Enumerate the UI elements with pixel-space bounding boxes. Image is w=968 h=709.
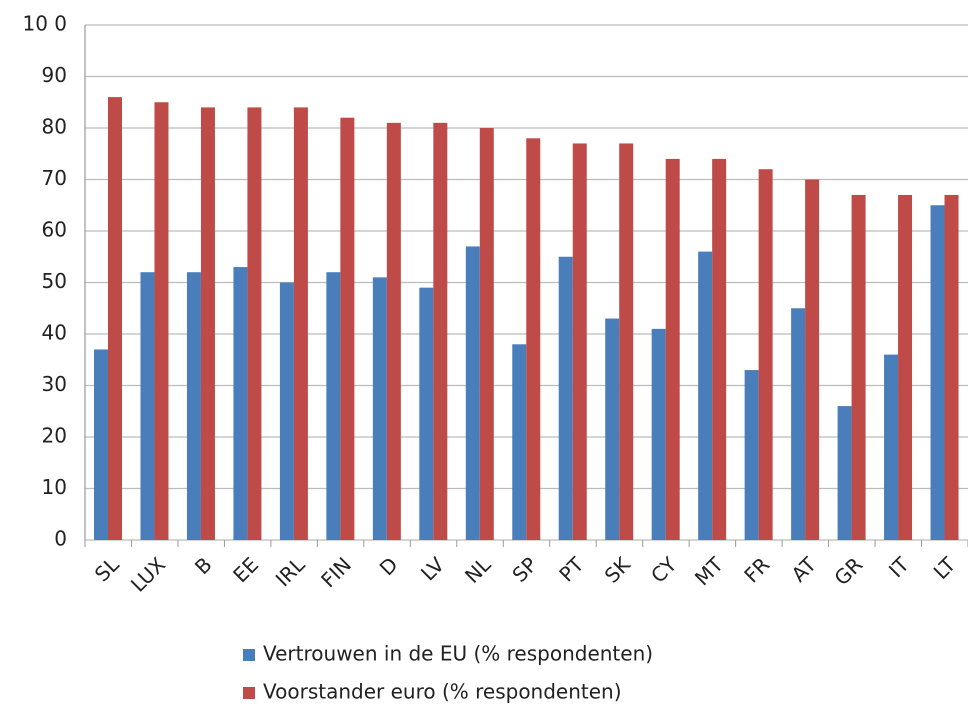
y-tick-label: 20: [42, 424, 67, 448]
bar: [233, 267, 248, 540]
bar: [154, 102, 169, 540]
bar: [94, 349, 108, 540]
bar: [758, 169, 773, 540]
bar: [512, 344, 527, 540]
bar: [433, 122, 448, 540]
x-tick-label: SK: [600, 552, 636, 588]
x-tick-label: CY: [646, 552, 682, 588]
x-tick-label: LT: [929, 552, 961, 584]
bar: [805, 179, 820, 540]
bar: [930, 205, 945, 540]
bar: [558, 256, 573, 540]
bar: [572, 143, 587, 540]
bar: [851, 194, 866, 540]
bar: [140, 272, 155, 540]
x-tick-label: FR: [739, 552, 774, 587]
x-tick-label: B: [190, 552, 217, 579]
x-tick-label: AT: [787, 552, 822, 587]
bar: [186, 272, 201, 540]
bar: [340, 117, 355, 540]
x-tick-label: EE: [228, 552, 263, 587]
y-tick-label: 90: [42, 63, 67, 87]
bar: [698, 251, 713, 540]
legend-label: Vertrouwen in de EU (% respondenten): [263, 642, 653, 666]
bar: [479, 128, 494, 540]
y-tick-label: 60: [42, 218, 67, 242]
x-tick-label: NL: [460, 552, 496, 588]
y-tick-label: 70: [42, 166, 67, 190]
bar: [837, 406, 852, 540]
legend-label: Voorstander euro (% respondenten): [263, 680, 622, 704]
x-tick-label: D: [375, 552, 403, 580]
bar: [386, 122, 401, 540]
x-tick-label: SP: [507, 552, 541, 586]
x-tick-label: GR: [829, 552, 867, 590]
bar: [898, 194, 913, 540]
y-tick-label: 30: [42, 372, 67, 396]
bar: [665, 158, 680, 540]
bar: [944, 194, 959, 540]
y-tick-label: 10: [42, 475, 67, 499]
bar: [651, 328, 666, 540]
x-tick-label: LV: [416, 552, 449, 585]
x-tick-label: IT: [884, 552, 914, 582]
bar: [108, 97, 122, 540]
bar: [884, 354, 899, 540]
x-tick-label: LUX: [126, 552, 170, 596]
bar: [712, 158, 727, 540]
x-tick-label: SL: [90, 552, 124, 586]
bar: [419, 287, 434, 540]
y-tick-label: 80: [42, 115, 67, 139]
y-tick-label: 0: [54, 527, 67, 551]
bar: [326, 272, 341, 540]
bar: [619, 143, 634, 540]
bar: [744, 370, 759, 540]
y-tick-label: 40: [42, 321, 67, 345]
x-tick-label: FIN: [316, 552, 356, 592]
x-tick-label: MT: [690, 552, 728, 590]
y-tick-label: 10 0: [22, 12, 67, 36]
bar: [293, 107, 308, 541]
bar: [247, 107, 262, 541]
bar: [372, 277, 387, 540]
legend-swatch: [243, 687, 255, 699]
bar: [465, 246, 480, 540]
x-tick-label: IRL: [271, 552, 310, 591]
bar: [791, 308, 806, 540]
bar: [200, 107, 215, 541]
bar: [279, 282, 294, 540]
x-tick-label: PT: [554, 552, 589, 587]
legend-swatch: [243, 649, 255, 661]
y-tick-label: 50: [42, 269, 67, 293]
bar: [526, 138, 541, 541]
bar: [605, 318, 620, 540]
